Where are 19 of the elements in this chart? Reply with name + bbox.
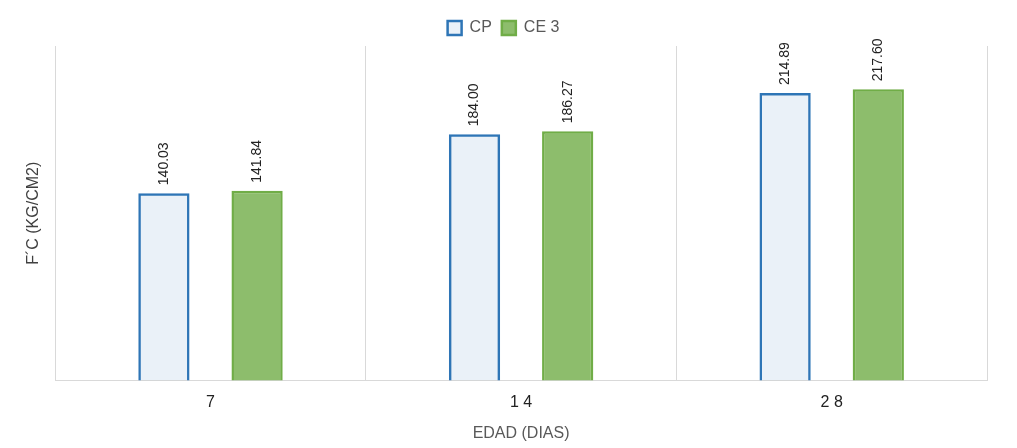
x-tick-label: 1 4 [509,392,533,410]
legend-label: CE 3 [523,18,560,36]
bar [231,190,283,381]
data-label: 217.60 [869,38,886,82]
bar [448,134,501,381]
y-axis-title: F´C (KG/CM2) [24,161,42,265]
x-tick-label: 2 8 [820,392,843,410]
data-label: 141.84 [247,139,264,183]
bar [759,92,811,381]
data-label: 214.89 [775,41,792,85]
x-tick-label: 7 [206,392,216,410]
x-axis-title: EDAD (DIAS) [472,423,570,441]
data-label: 140.03 [154,142,171,186]
data-label: 186.27 [558,80,575,124]
bar [542,131,594,381]
legend-label: CP [469,18,492,36]
bar [852,89,904,381]
data-label: 184.00 [465,83,482,127]
bar [138,193,190,381]
